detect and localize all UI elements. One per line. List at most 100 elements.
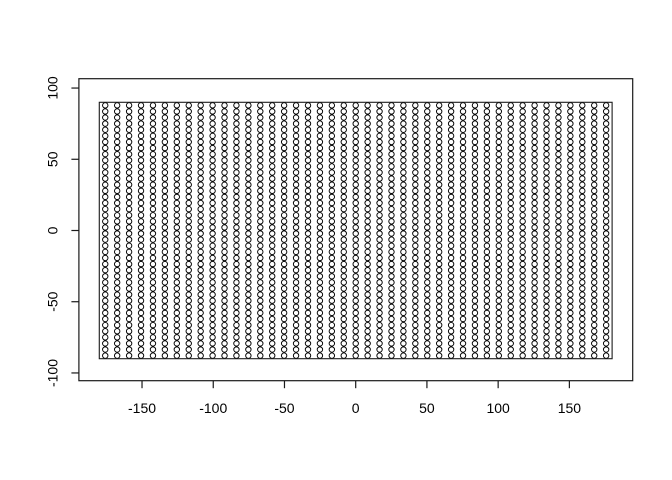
data-point-circle <box>459 242 467 249</box>
data-point-circle <box>424 352 431 359</box>
data-point-circle <box>316 279 324 286</box>
data-point-circle <box>149 291 157 298</box>
data-point-circle <box>436 224 443 231</box>
data-point-circle <box>185 285 192 292</box>
data-point-circle <box>245 315 252 323</box>
data-point-circle <box>400 279 407 286</box>
data-point-circle <box>280 163 288 170</box>
data-point-circle <box>257 248 264 256</box>
data-point-circle <box>483 218 491 225</box>
data-point-circle <box>340 260 347 268</box>
x-axis-tick-label: 150 <box>558 400 582 416</box>
data-point-circle <box>567 187 574 194</box>
data-point-circle <box>555 285 562 292</box>
data-point-circle <box>328 138 336 146</box>
data-point-circle <box>352 199 359 207</box>
data-point-circle <box>304 248 312 256</box>
data-point-circle <box>447 248 455 256</box>
data-point-circle <box>495 352 502 359</box>
data-point-circle <box>507 138 514 146</box>
data-point-circle <box>292 108 300 115</box>
data-point-circle <box>483 242 491 249</box>
data-point-circle <box>388 193 395 201</box>
data-point-circle <box>125 151 133 158</box>
data-point-circle <box>471 218 479 225</box>
data-point-circle <box>257 254 264 262</box>
data-point-circle <box>424 267 431 274</box>
data-point-circle <box>125 132 133 140</box>
data-point-circle <box>364 334 371 341</box>
data-point-circle <box>102 126 109 133</box>
data-point-circle <box>102 169 109 176</box>
data-point-circle <box>280 291 288 298</box>
data-point-circle <box>400 205 407 213</box>
data-point-circle <box>555 144 562 152</box>
data-point-circle <box>185 279 192 286</box>
data-point-circle <box>459 352 467 359</box>
data-point-circle <box>125 273 133 280</box>
data-point-circle <box>173 175 180 182</box>
data-point-circle <box>269 321 276 329</box>
data-point-circle <box>245 279 252 286</box>
data-point-circle <box>459 151 467 158</box>
data-point-circle <box>471 230 479 237</box>
data-point-circle <box>567 102 574 109</box>
data-point-circle <box>209 340 216 347</box>
data-point-circle <box>328 303 336 310</box>
data-point-circle <box>137 291 145 298</box>
data-point-circle <box>304 291 312 298</box>
data-point-circle <box>579 102 586 109</box>
data-point-circle <box>233 340 240 347</box>
data-point-circle <box>459 340 467 347</box>
data-point-circle <box>173 315 180 323</box>
data-point-circle <box>352 102 359 109</box>
data-point-circle <box>292 352 300 359</box>
data-point-circle <box>316 169 324 176</box>
data-point-circle <box>197 193 204 201</box>
data-point-circle <box>185 297 192 304</box>
data-point-circle <box>400 163 407 170</box>
data-point-circle <box>161 315 169 323</box>
data-point-circle <box>114 199 121 207</box>
data-point-circle <box>602 248 610 256</box>
data-point-circle <box>149 126 157 133</box>
data-point-circle <box>161 236 169 243</box>
data-point-circle <box>352 205 359 213</box>
data-point-circle <box>233 285 240 292</box>
data-point-circle <box>328 315 336 323</box>
data-point-circle <box>137 102 145 109</box>
data-point-circle <box>555 157 562 164</box>
data-point-circle <box>280 144 288 152</box>
data-point-circle <box>436 236 443 243</box>
data-point-circle <box>602 175 610 182</box>
data-point-circle <box>543 175 550 182</box>
data-point-circle <box>567 328 574 335</box>
data-point-circle <box>555 163 562 170</box>
data-point-circle <box>459 315 467 323</box>
data-point-circle <box>161 163 169 170</box>
data-point-circle <box>161 205 169 213</box>
data-point-circle <box>125 321 133 329</box>
data-point-circle <box>316 340 324 347</box>
data-point-circle <box>400 334 407 341</box>
data-point-circle <box>137 273 145 280</box>
data-point-circle <box>447 187 455 194</box>
data-point-circle <box>221 187 228 194</box>
data-point-circle <box>209 151 216 158</box>
data-point-circle <box>197 254 204 262</box>
data-point-circle <box>447 230 455 237</box>
data-point-circle <box>352 242 359 249</box>
data-point-circle <box>579 236 586 243</box>
data-point-circle <box>412 199 419 207</box>
data-point-circle <box>185 218 192 225</box>
data-point-circle <box>436 279 443 286</box>
data-point-circle <box>209 285 216 292</box>
data-point-circle <box>197 334 204 341</box>
data-point-circle <box>185 212 192 219</box>
data-point-circle <box>149 236 157 243</box>
data-point-circle <box>125 303 133 310</box>
data-point-circle <box>173 144 180 152</box>
data-point-circle <box>328 352 336 359</box>
data-point-circle <box>519 157 526 164</box>
data-point-circle <box>161 187 169 194</box>
